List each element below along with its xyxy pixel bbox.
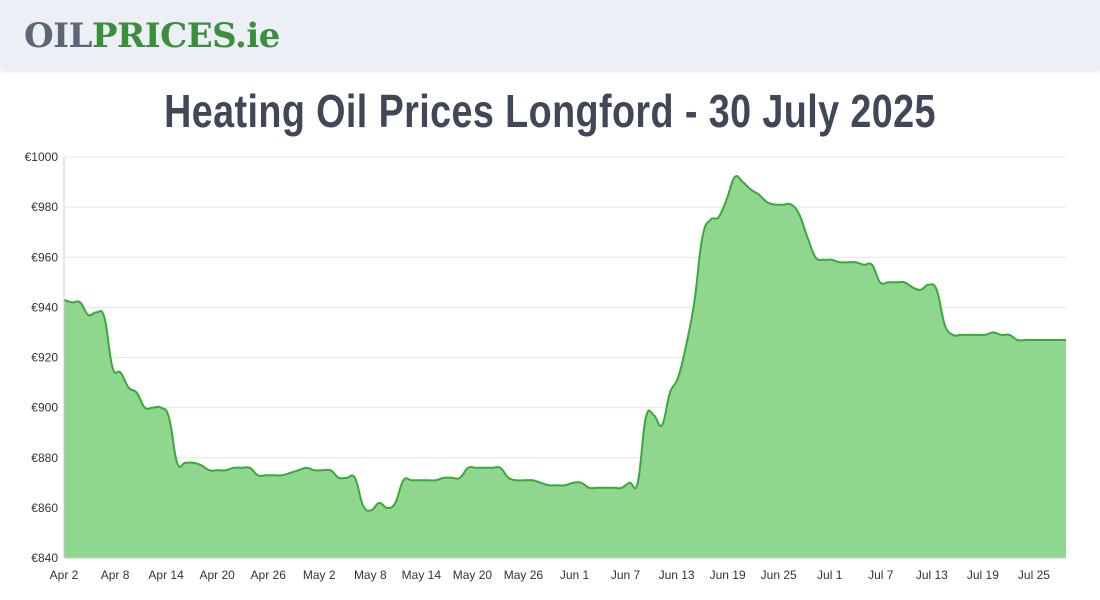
top-bar: OILPRICES.ie [0, 0, 1100, 70]
y-tick-label: €880 [31, 451, 58, 465]
price-line [63, 175, 1066, 512]
y-tick-label: €980 [31, 200, 58, 214]
x-tick-label: May 20 [453, 568, 493, 582]
x-tick-label: Jun 19 [710, 568, 746, 582]
x-tick-label: Jun 7 [611, 568, 641, 582]
y-tick-label: €900 [31, 401, 58, 415]
x-tick-label: Apr 20 [199, 568, 235, 582]
y-tick-label: €860 [31, 501, 58, 515]
x-axis-ticks: Apr 2 Apr 8 Apr 14 Apr 20 Apr 26 May 2 May 8 Ma… [50, 568, 1051, 582]
y-tick-label: €920 [31, 351, 58, 365]
x-tick-label: May 8 [354, 568, 387, 582]
x-tick-label: May 14 [402, 568, 442, 582]
y-tick-label: €1000 [25, 150, 59, 164]
x-tick-label: Apr 8 [101, 568, 130, 582]
x-tick-label: Jun 25 [761, 568, 797, 582]
site-logo[interactable]: OILPRICES.ie [24, 14, 280, 58]
y-tick-label: €840 [31, 551, 58, 565]
x-tick-label: Apr 2 [50, 568, 79, 582]
y-tick-label: €960 [31, 250, 58, 264]
x-tick-label: Jun 1 [560, 568, 590, 582]
x-tick-label: May 2 [303, 568, 336, 582]
x-tick-label: Apr 14 [148, 568, 184, 582]
page-title: Heating Oil Prices Longford - 30 July 20… [164, 85, 936, 137]
price-area [64, 175, 1066, 558]
x-tick-label: May 26 [504, 568, 544, 582]
logo-oil-text: OIL [24, 16, 92, 56]
chart-axes [63, 157, 1066, 559]
y-tick-label: €940 [31, 300, 58, 314]
y-axis-ticks: €840 €860 €880 €900 €920 €940 €960 €980 €1000 [25, 150, 59, 565]
logo-tld-text: .ie [234, 16, 280, 56]
x-tick-label: Jul 25 [1018, 568, 1050, 582]
x-tick-label: Jun 13 [659, 568, 695, 582]
x-tick-label: Jul 1 [817, 568, 843, 582]
x-tick-label: Jul 7 [868, 568, 894, 582]
x-tick-label: Apr 26 [251, 568, 287, 582]
x-tick-label: Jul 19 [967, 568, 999, 582]
x-tick-label: Jul 13 [916, 568, 948, 582]
logo-prices-text: PRICES [91, 16, 236, 56]
